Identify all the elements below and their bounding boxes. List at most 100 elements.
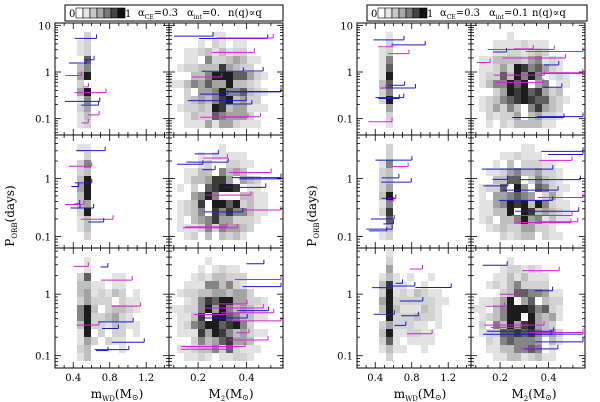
density-cell — [254, 120, 261, 128]
density-cell — [514, 56, 521, 64]
density-cell — [386, 120, 393, 128]
density-cell — [521, 232, 528, 240]
density-cell — [205, 56, 212, 64]
density-cell — [535, 152, 542, 160]
density-cell — [184, 200, 191, 208]
density-cell — [500, 313, 507, 321]
density-cell — [191, 184, 198, 192]
panel-m2-row3: 0.2 0.4 — [470, 247, 586, 384]
density-cell — [493, 64, 500, 72]
density-cell — [542, 168, 549, 176]
density-cell — [421, 337, 428, 345]
density-cell — [184, 64, 191, 72]
y-axis-label-left: PORB(days) — [3, 185, 19, 246]
density-cell — [535, 160, 542, 168]
density-cell — [542, 281, 549, 289]
density-cell — [77, 273, 84, 281]
density-cell — [240, 160, 247, 168]
density-cell — [254, 96, 261, 104]
density-cell — [184, 297, 191, 305]
density-cell — [556, 104, 563, 112]
density-cell — [486, 112, 493, 120]
density-cell — [528, 297, 535, 305]
density-cell — [240, 281, 247, 289]
density-cell — [240, 297, 247, 305]
legend-right: 0 1 αCE=0.3 αint=0.1 n(q)∝q — [366, 4, 588, 22]
density-cell — [507, 104, 514, 112]
density-cell — [240, 224, 247, 232]
density-cell — [528, 40, 535, 48]
density-cell — [421, 313, 428, 321]
density-cell — [184, 289, 191, 297]
density-cell — [521, 208, 528, 216]
scale-swatch — [391, 7, 400, 19]
density-cell — [507, 216, 514, 224]
density-cell — [479, 216, 486, 224]
density-cell — [212, 281, 219, 289]
legend-box — [64, 4, 284, 22]
density-cell — [514, 265, 521, 273]
density-cell — [549, 112, 556, 120]
density-cell — [205, 160, 212, 168]
density-cell — [379, 200, 386, 208]
density-cell — [119, 329, 126, 337]
x-tick-label: 0.4 — [367, 373, 383, 384]
density-cell — [240, 337, 247, 345]
density-cell — [479, 305, 486, 313]
density-cell — [184, 80, 191, 88]
x-tick-label: 0.2 — [190, 373, 206, 384]
density-cell — [535, 184, 542, 192]
density-cell — [542, 88, 549, 96]
density-cell — [191, 64, 198, 72]
density-cell — [507, 96, 514, 104]
density-cell — [500, 232, 507, 240]
density-cell — [507, 192, 514, 200]
density-cell — [105, 289, 112, 297]
density-cell — [521, 48, 528, 56]
density-cell — [528, 208, 535, 216]
density-cell — [205, 104, 212, 112]
density-cell — [205, 232, 212, 240]
density-cell — [421, 321, 428, 329]
density-cell — [379, 192, 386, 200]
density-cell — [507, 200, 514, 208]
density-cell — [479, 329, 486, 337]
density-cell — [542, 273, 549, 281]
density-cell — [177, 64, 184, 72]
density-cell — [479, 56, 486, 64]
density-cell — [212, 184, 219, 192]
density-cell — [84, 313, 91, 321]
density-cell — [500, 337, 507, 345]
density-cell — [549, 120, 556, 128]
density-cell — [226, 337, 233, 345]
density-cell — [205, 289, 212, 297]
density-cell — [84, 120, 91, 128]
density-cell — [386, 56, 393, 64]
density-cell — [435, 297, 442, 305]
density-cell — [379, 64, 386, 72]
density-cell — [556, 96, 563, 104]
density-cell — [386, 72, 393, 80]
scale-swatch — [103, 7, 112, 19]
density-cell — [386, 216, 393, 224]
density-cell — [528, 152, 535, 160]
density-cell — [212, 321, 219, 329]
density-cell — [191, 329, 198, 337]
legend-alpha-ce: αCE=0.3 — [440, 8, 480, 21]
density-cell — [556, 216, 563, 224]
density-cell — [119, 313, 126, 321]
density-cell — [549, 337, 556, 345]
density-cell — [198, 40, 205, 48]
density-cell — [112, 337, 119, 345]
density-cell — [528, 265, 535, 273]
density-cell — [514, 176, 521, 184]
density-cell — [507, 305, 514, 313]
density-cell — [528, 56, 535, 64]
x-tick-label: 0.8 — [404, 373, 420, 384]
density-cell — [198, 96, 205, 104]
density-cell — [521, 64, 528, 72]
density-cell — [549, 104, 556, 112]
density-cell — [184, 208, 191, 216]
density-cell — [226, 321, 233, 329]
density-cell — [386, 321, 393, 329]
